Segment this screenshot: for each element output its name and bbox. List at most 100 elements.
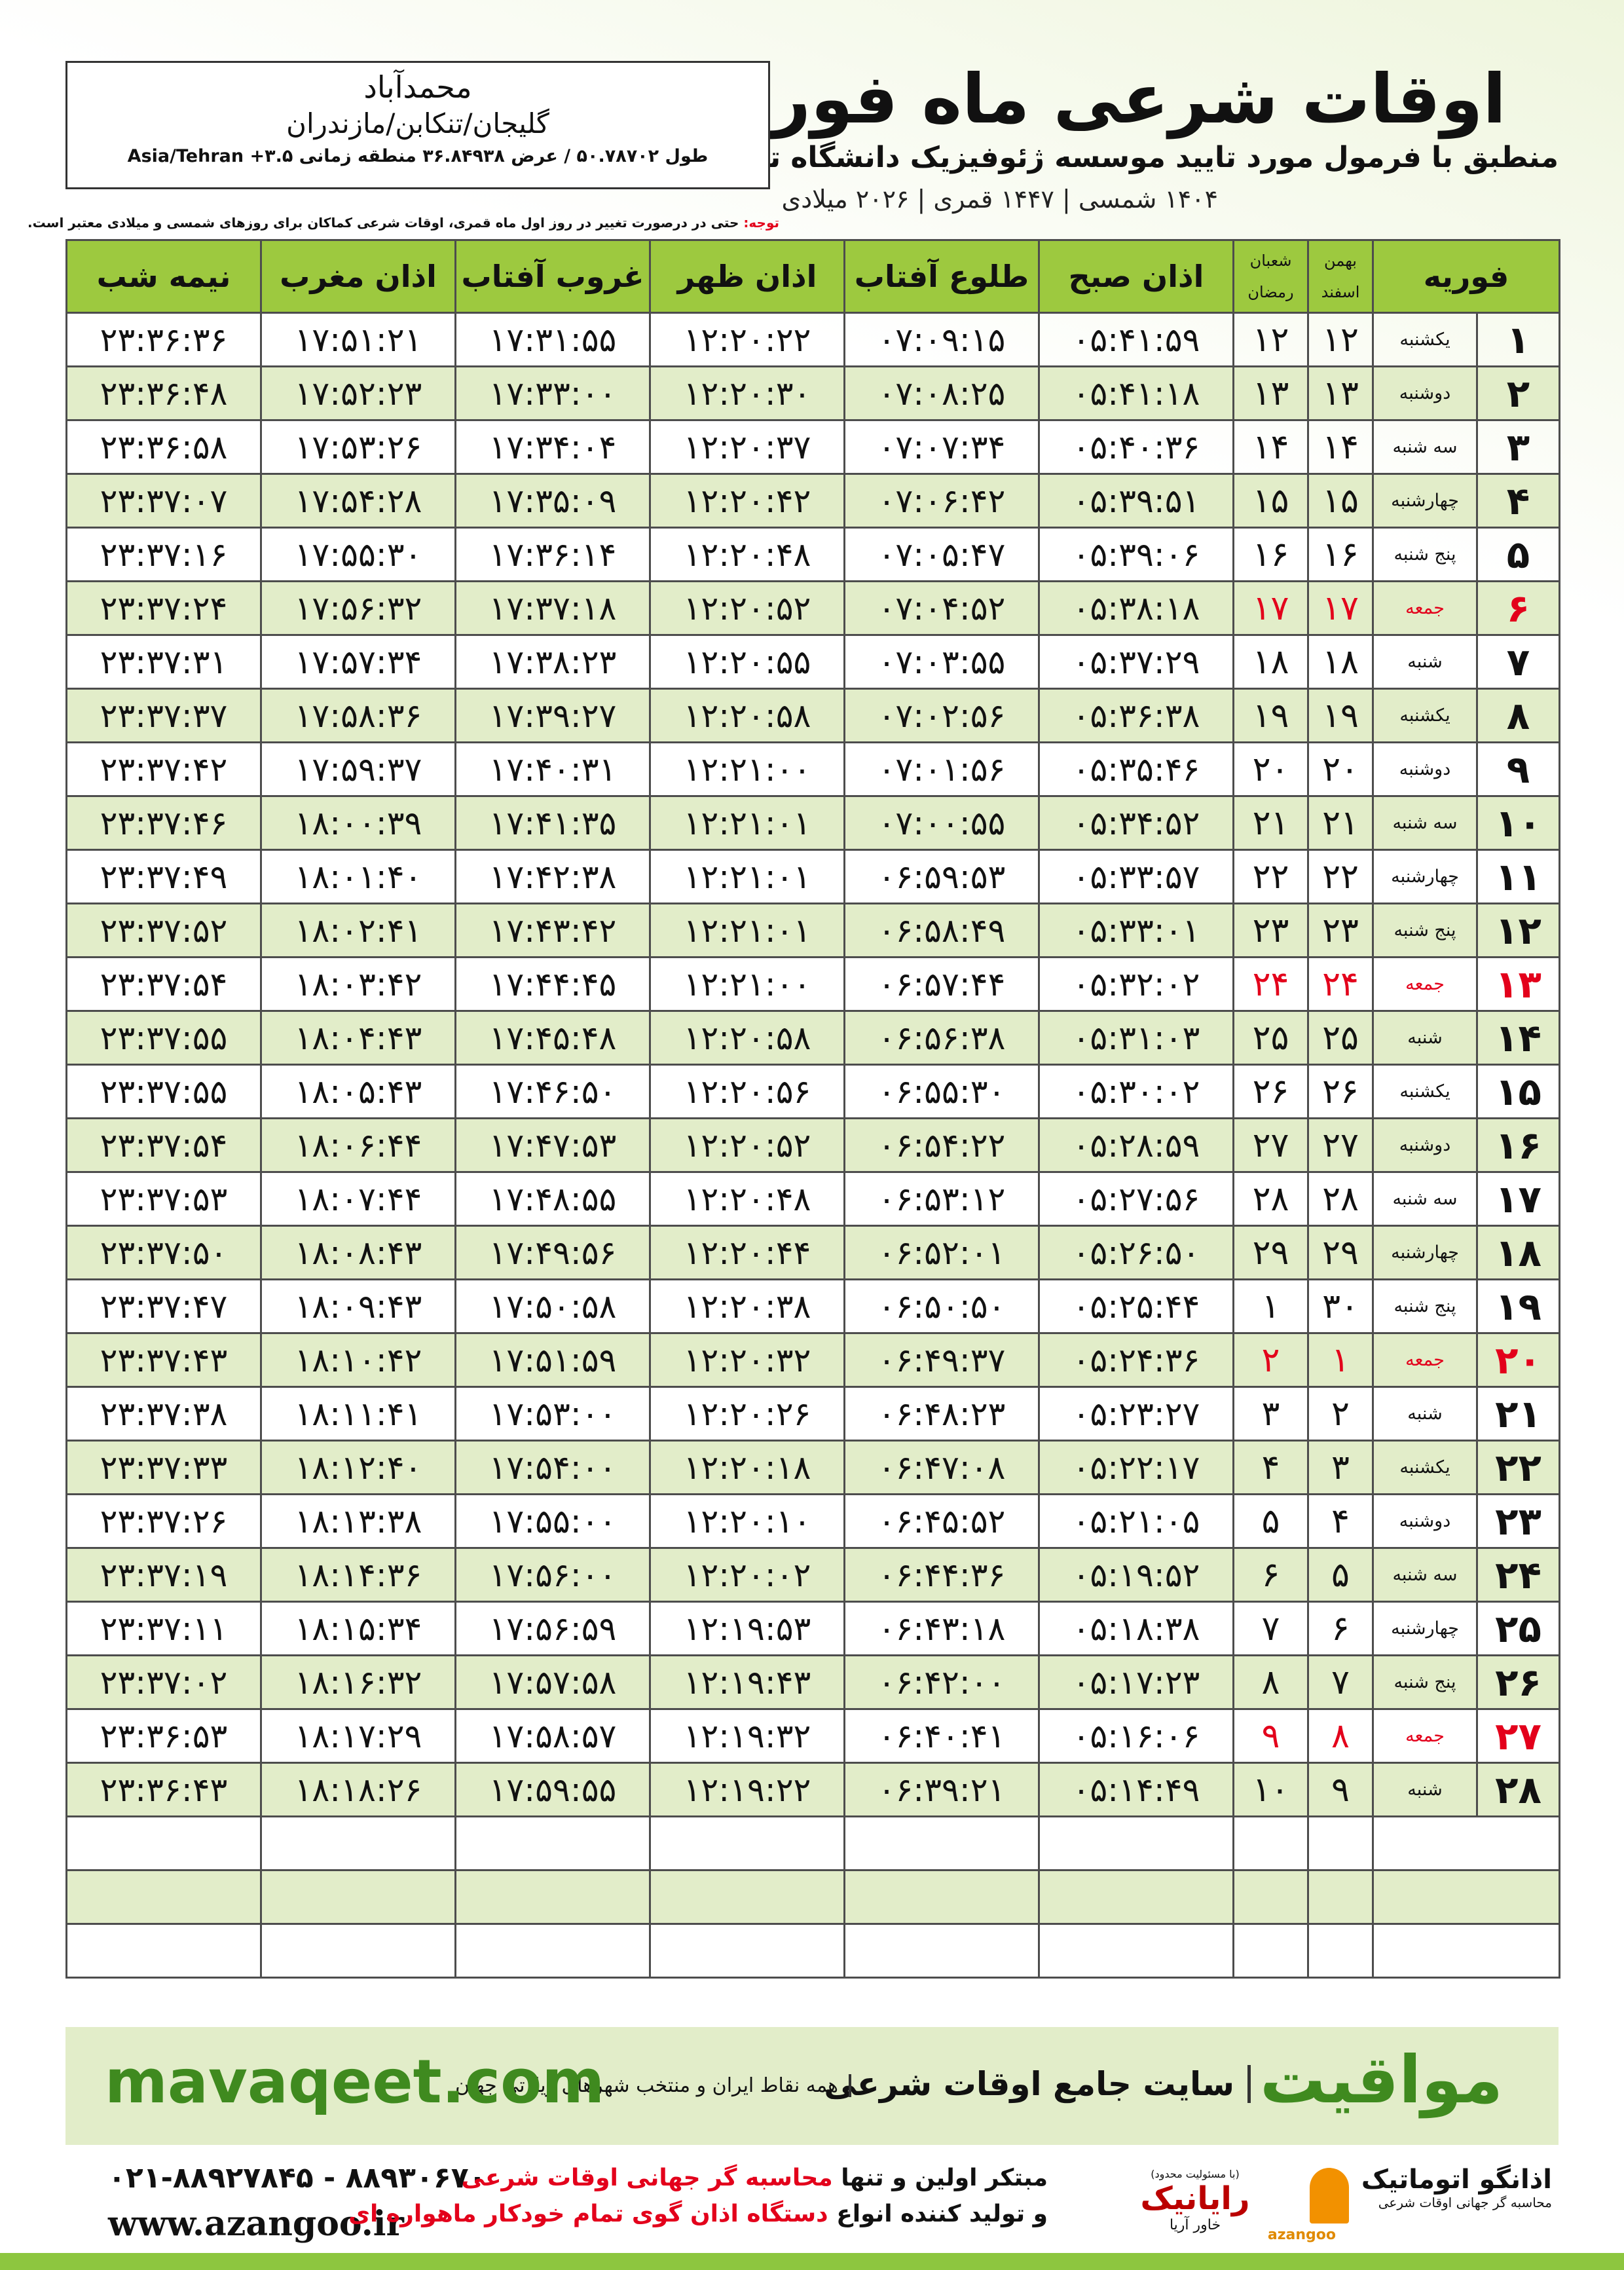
time-header: اذان صبح <box>1038 239 1234 314</box>
time: ۱۲:۲۰:۴۲ <box>683 481 811 520</box>
cell: ۴ <box>1476 473 1560 529</box>
cell <box>1372 1923 1560 1979</box>
cell: جمعه <box>1372 1708 1478 1764</box>
cell: ۶ <box>1307 1601 1374 1656</box>
cell: ۰۵:۳۳:۰۱ <box>1038 902 1234 958</box>
cell: پنج شنبه <box>1372 527 1478 582</box>
solar-day: ۱۲ <box>1322 320 1359 360</box>
day: ۱۰ <box>1495 800 1541 846</box>
cell: چهارشنبه <box>1372 849 1478 904</box>
weekday: جمعه <box>1405 598 1445 618</box>
cell: ۱۷:۴۹:۵۶ <box>454 1225 651 1280</box>
logo-name: اذانگو اتوماتیک <box>1361 2165 1552 2195</box>
lunar-day: ۱۴ <box>1252 427 1289 467</box>
cell: ۲۳:۳۷:۵۵ <box>65 1064 262 1119</box>
lunar-day: ۱۶ <box>1252 534 1289 574</box>
row: ۱۳ جمعه ۲۴ ۲۴ ۰۵:۳۲:۰۲ ۰۶:۵۷:۴۴ ۱۲:۲۱:۰۰ ۱۷:۴۴:… <box>65 956 1560 1012</box>
cell: ۱۸:۰۴:۴۳ <box>260 1010 456 1066</box>
cell: ۱۲:۲۰:۵۶ <box>649 1064 845 1119</box>
time: ۱۷:۴۸:۵۵ <box>489 1180 617 1218</box>
cell: ۱۲:۲۰:۴۸ <box>649 527 845 582</box>
time: ۰۵:۲۷:۵۶ <box>1072 1180 1200 1218</box>
cell: ۰۵:۱۶:۰۶ <box>1038 1708 1234 1764</box>
cell: ۲۳ <box>1307 902 1374 958</box>
time: ۰۵:۳۴:۵۲ <box>1072 804 1200 842</box>
bottom-bar <box>0 2253 1624 2270</box>
cell: ۱۸ <box>1476 1225 1560 1280</box>
cell: ۳ <box>1476 419 1560 475</box>
cell: ۱۶ <box>1476 1117 1560 1173</box>
weekday: چهارشنبه <box>1391 866 1459 887</box>
logo-brand: azangoo <box>1267 2227 1336 2243</box>
cell: ۶ <box>1232 1547 1309 1603</box>
cell: ۴ <box>1232 1440 1309 1495</box>
time: ۱۷:۴۰:۳۱ <box>489 750 617 789</box>
cell: ۱ <box>1307 1332 1374 1388</box>
cell: چهارشنبه <box>1372 1601 1478 1656</box>
time: ۱۷:۵۲:۲۳ <box>294 374 422 413</box>
cell: پنج شنبه <box>1372 1278 1478 1334</box>
cell: ۱۷:۵۸:۵۷ <box>454 1708 651 1764</box>
time: ۰۷:۰۸:۲۵ <box>877 374 1006 413</box>
cell: ۰۶:۴۹:۳۷ <box>843 1332 1040 1388</box>
cell: ۱۷:۵۹:۵۵ <box>454 1762 651 1817</box>
cell: ۱۲:۲۰:۳۰ <box>649 365 845 421</box>
cell: ۲۷ <box>1232 1117 1309 1173</box>
cell <box>1038 1869 1234 1925</box>
time: ۰۶:۵۹:۵۳ <box>877 857 1006 896</box>
cell: ۲۳:۳۷:۵۳ <box>65 1171 262 1227</box>
note-text: حتی در درصورت تغییر در روز اول ماه قمری،… <box>28 215 739 231</box>
cell <box>843 1815 1040 1871</box>
time: ۰۵:۳۸:۱۸ <box>1072 589 1200 627</box>
time: ۰۶:۵۶:۳۸ <box>877 1018 1006 1057</box>
cell: ۱۷:۴۴:۴۵ <box>454 956 651 1012</box>
cell <box>65 1869 262 1925</box>
time: ۲۳:۳۶:۳۶ <box>100 320 228 359</box>
time: ۰۶:۴۰:۴۱ <box>877 1717 1006 1755</box>
empty-row <box>65 1869 1560 1925</box>
lunar-day: ۲۶ <box>1252 1071 1289 1111</box>
time: ۰۶:۴۷:۰۸ <box>877 1448 1006 1487</box>
cell: ۰۶:۵۰:۵۰ <box>843 1278 1040 1334</box>
weekday: جمعه <box>1405 1726 1445 1746</box>
cell: ۱۷:۳۵:۰۹ <box>454 473 651 529</box>
time: ۱۷:۵۶:۳۲ <box>294 589 422 627</box>
weekday: پنج شنبه <box>1393 1672 1456 1692</box>
solar-day: ۲۱ <box>1322 803 1359 843</box>
cell: ۲۳:۳۷:۴۶ <box>65 795 262 851</box>
lunar-day: ۴ <box>1261 1447 1280 1487</box>
cell: ۱۷:۴۱:۳۵ <box>454 795 651 851</box>
time: ۲۳:۳۷:۵۴ <box>100 1126 228 1164</box>
note: توجه: حتی در درصورت تغییر در روز اول ماه… <box>28 215 779 231</box>
cell: دوشنبه <box>1372 365 1478 421</box>
cell: ۰۶:۴۲:۰۰ <box>843 1654 1040 1710</box>
cell <box>260 1869 456 1925</box>
cell <box>649 1815 845 1871</box>
time: ۲۳:۳۷:۳۱ <box>100 642 228 681</box>
solar-day: ۲۲ <box>1322 857 1359 897</box>
time: ۰۶:۴۸:۲۳ <box>877 1394 1006 1433</box>
cell: ۱۷:۵۱:۵۹ <box>454 1332 651 1388</box>
lunar-day: ۲۵ <box>1252 1018 1289 1058</box>
solar-day: ۳۰ <box>1322 1286 1359 1326</box>
lunar-day: ۱۷ <box>1252 588 1289 628</box>
time: ۱۷:۵۵:۳۰ <box>294 535 422 574</box>
cell: ۲۳:۳۷:۳۳ <box>65 1440 262 1495</box>
cell: ۰۵:۲۱:۰۵ <box>1038 1493 1234 1549</box>
lunar-day: ۱۵ <box>1252 481 1289 521</box>
lunar-day: ۱ <box>1261 1286 1280 1326</box>
time: ۰۶:۵۵:۳۰ <box>877 1072 1006 1111</box>
cell: ۷ <box>1307 1654 1374 1710</box>
cell: ۱۸ <box>1307 634 1374 690</box>
footer-line: و تولید کننده انواع دستگاه اذان گوی تمام… <box>348 2201 1048 2227</box>
weekday: سه شنبه <box>1392 1565 1458 1585</box>
time: ۱۷:۵۴:۲۸ <box>294 481 422 520</box>
time-header: اذان ظهر <box>649 239 845 314</box>
weekday: شنبه <box>1407 1779 1443 1800</box>
time: ۱۸:۰۱:۴۰ <box>294 857 422 896</box>
cell: ۱۲:۲۱:۰۰ <box>649 741 845 797</box>
cell <box>1038 1815 1234 1871</box>
lunar-day: ۱۳ <box>1252 373 1289 413</box>
cell: ۳ <box>1307 1440 1374 1495</box>
